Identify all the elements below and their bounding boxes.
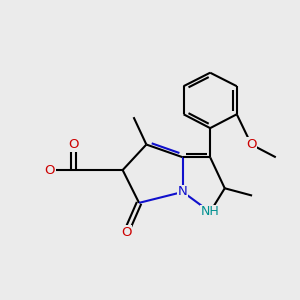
Text: O: O bbox=[246, 138, 256, 151]
Text: O: O bbox=[121, 226, 132, 238]
Text: N: N bbox=[178, 185, 188, 198]
Text: NH: NH bbox=[201, 206, 220, 218]
Text: O: O bbox=[68, 138, 79, 151]
Text: O: O bbox=[44, 164, 55, 177]
